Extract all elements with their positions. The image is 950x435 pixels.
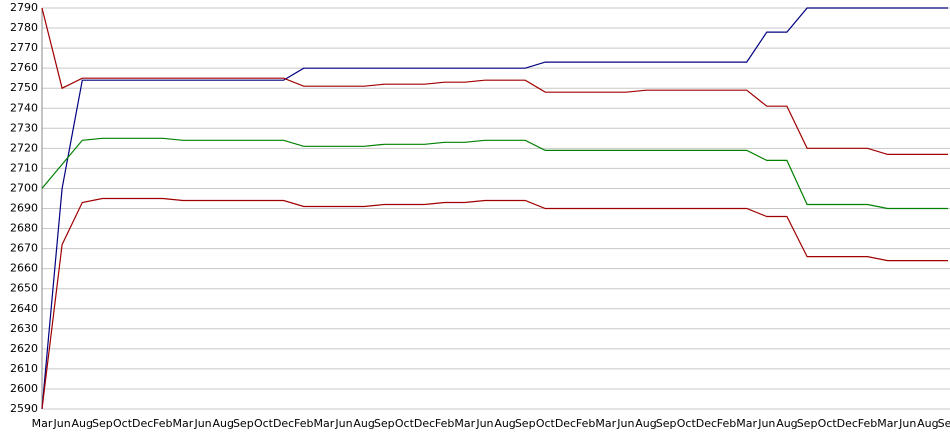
x-tick-label: Jun bbox=[53, 417, 71, 430]
x-tick-label: Oct bbox=[818, 417, 838, 430]
x-tick-label: Mar bbox=[736, 417, 757, 430]
x-tick-label: Oct bbox=[395, 417, 415, 430]
x-tick-label: Aug bbox=[72, 417, 93, 430]
x-tick-label: Aug bbox=[212, 417, 233, 430]
y-tick-label: 2670 bbox=[10, 242, 38, 255]
x-tick-label: Sep bbox=[515, 417, 536, 430]
y-tick-label: 2620 bbox=[10, 342, 38, 355]
x-tick-label: Mar bbox=[313, 417, 334, 430]
y-tick-label: 2640 bbox=[10, 302, 38, 315]
series-line bbox=[41, 7, 948, 410]
x-tick-label: Sep bbox=[374, 417, 395, 430]
y-tick-label: 2760 bbox=[10, 61, 38, 74]
series-line bbox=[41, 137, 948, 210]
x-tick-label: Jun bbox=[193, 417, 211, 430]
x-tick-label: Jun bbox=[475, 417, 493, 430]
y-tick-label: 2710 bbox=[10, 161, 38, 174]
y-tick-label: 2750 bbox=[10, 81, 38, 94]
y-tick-label: 2660 bbox=[10, 262, 38, 275]
x-tick-label: Oct bbox=[536, 417, 556, 430]
y-tick-label: 2690 bbox=[10, 202, 38, 215]
x-tick-label: Mar bbox=[595, 417, 616, 430]
x-tick-label: Sep bbox=[656, 417, 677, 430]
y-tick-label: 2770 bbox=[10, 41, 38, 54]
x-tick-label: Oct bbox=[677, 417, 697, 430]
x-tick-label: Aug bbox=[494, 417, 515, 430]
x-tick-label: Mar bbox=[32, 417, 53, 430]
x-tick-label: Aug bbox=[353, 417, 374, 430]
x-tick-label: Jun bbox=[334, 417, 352, 430]
y-tick-label: 2720 bbox=[10, 141, 38, 154]
x-tick-label: Mar bbox=[454, 417, 475, 430]
y-tick-label: 2680 bbox=[10, 222, 38, 235]
x-tick-label: Aug bbox=[635, 417, 656, 430]
y-tick-label: 2730 bbox=[10, 121, 38, 134]
y-tick-label: 2600 bbox=[10, 382, 38, 395]
x-tick-label: Dec bbox=[273, 417, 294, 430]
x-tick-label: Sep bbox=[797, 417, 818, 430]
y-tick-label: 2630 bbox=[10, 322, 38, 335]
x-tick-label: Sep bbox=[92, 417, 113, 430]
y-tick-label: 2610 bbox=[10, 362, 38, 375]
x-tick-label: Sep bbox=[938, 417, 950, 430]
x-tick-label: Dec bbox=[414, 417, 435, 430]
x-tick-label: Feb bbox=[858, 417, 877, 430]
x-tick-label: Oct bbox=[254, 417, 274, 430]
series-line bbox=[41, 7, 948, 155]
y-tick-label: 2740 bbox=[10, 101, 38, 114]
x-tick-label: Jun bbox=[757, 417, 775, 430]
x-tick-label: Oct bbox=[113, 417, 133, 430]
x-tick-label: Dec bbox=[696, 417, 717, 430]
x-tick-label: Aug bbox=[776, 417, 797, 430]
x-tick-label: Feb bbox=[153, 417, 172, 430]
y-tick-label: 2700 bbox=[10, 181, 38, 194]
x-tick-label: Jun bbox=[616, 417, 634, 430]
x-tick-label: Feb bbox=[294, 417, 313, 430]
y-tick-label: 2790 bbox=[10, 1, 38, 14]
x-tick-label: Dec bbox=[837, 417, 858, 430]
x-tick-label: Mar bbox=[173, 417, 194, 430]
x-tick-label: Aug bbox=[917, 417, 938, 430]
y-tick-label: 2780 bbox=[10, 21, 38, 34]
x-tick-label: Dec bbox=[555, 417, 576, 430]
y-tick-label: 2650 bbox=[10, 282, 38, 295]
x-tick-label: Mar bbox=[877, 417, 898, 430]
y-tick-label: 2590 bbox=[10, 402, 38, 415]
x-tick-label: Jun bbox=[898, 417, 916, 430]
x-tick-label: Feb bbox=[576, 417, 595, 430]
x-tick-label: Feb bbox=[717, 417, 736, 430]
x-tick-label: Feb bbox=[435, 417, 454, 430]
x-tick-label: Dec bbox=[132, 417, 153, 430]
series-line bbox=[41, 197, 948, 410]
x-tick-label: Sep bbox=[233, 417, 254, 430]
